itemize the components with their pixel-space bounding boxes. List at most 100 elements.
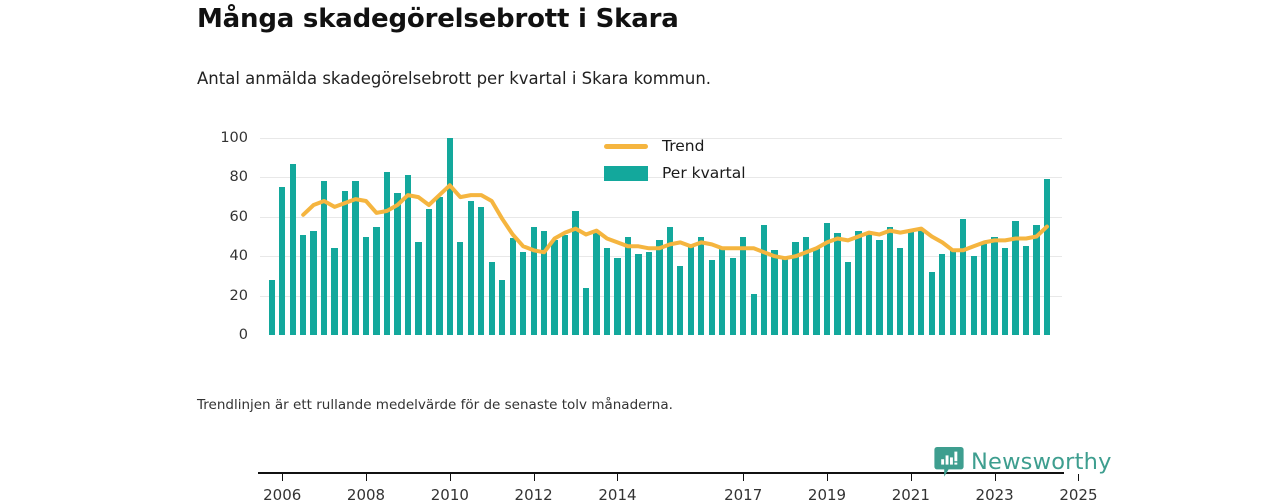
bar[interactable] [656,240,663,335]
bar[interactable] [478,206,485,335]
bar[interactable] [362,236,370,335]
y-axis-tick-label: 20 [229,287,248,304]
bar[interactable] [320,181,328,335]
bar[interactable] [771,250,778,335]
bar[interactable] [855,230,862,335]
bar[interactable] [719,248,726,335]
brand-name: Newsworthy [971,449,1112,475]
bar[interactable] [593,232,600,335]
x-axis-tick-mark [1078,474,1080,481]
x-axis-tick-mark [449,474,451,481]
legend-item-bars[interactable]: Per kvartal [604,160,746,186]
bar[interactable] [740,236,747,335]
bar[interactable] [991,236,998,335]
bar[interactable] [677,266,684,335]
bar[interactable] [373,226,380,335]
x-axis-tick-label: 2019 [807,486,847,504]
bar[interactable] [425,208,433,335]
bar[interactable] [813,248,820,335]
bar[interactable] [729,258,736,335]
bar[interactable] [865,232,873,335]
bar[interactable] [268,279,275,335]
x-axis-tick-mark [533,474,535,481]
bar[interactable] [1001,248,1009,335]
bar[interactable] [551,240,558,335]
bar[interactable] [499,279,506,335]
gridline [260,216,1062,218]
bar[interactable] [939,254,946,335]
bar[interactable] [687,244,694,335]
bar[interactable] [383,171,391,335]
bar[interactable] [1033,224,1040,335]
bar[interactable] [792,242,799,335]
bar[interactable] [897,248,904,335]
bar[interactable] [708,260,715,335]
bar[interactable] [289,163,296,335]
legend-label-bars: Per kvartal [662,164,746,182]
chart-legend: Trend Per kvartal [604,133,746,187]
bar[interactable] [761,224,768,335]
bar[interactable] [509,238,516,335]
bar[interactable] [488,262,495,335]
bar[interactable] [666,226,673,335]
bar[interactable] [352,181,359,335]
bar[interactable] [624,236,632,335]
bar[interactable] [981,242,988,335]
bar[interactable] [310,230,317,335]
bar[interactable] [635,254,642,335]
x-axis-tick-mark [910,474,912,481]
x-axis-tick-mark [282,474,284,481]
bar[interactable] [698,236,705,335]
bar[interactable] [394,193,401,335]
bar[interactable] [823,222,831,335]
bar[interactable] [520,252,527,335]
x-axis-tick-mark [827,474,828,481]
bar[interactable] [457,242,464,335]
gridline [260,138,1062,139]
bar[interactable] [949,250,956,335]
x-axis-tick-label: 2008 [346,486,386,504]
bar[interactable] [1043,179,1051,335]
y-axis-tick-label: 100 [220,130,248,146]
bar[interactable] [876,240,883,335]
x-axis-tick-label: 2014 [598,486,637,504]
bar[interactable] [446,138,453,335]
bar[interactable] [614,258,621,335]
bar[interactable] [572,210,579,335]
bar[interactable] [928,271,935,335]
bar[interactable] [603,248,611,335]
bar[interactable] [404,175,412,335]
bar[interactable] [645,252,653,335]
bar[interactable] [907,228,914,335]
speech-bubble-bar-chart-icon [934,446,964,478]
bar[interactable] [781,258,789,335]
bar[interactable] [802,236,810,335]
bar[interactable] [530,226,537,335]
bar[interactable] [582,287,590,335]
bar[interactable] [331,248,338,335]
x-axis-tick-label: 2017 [724,486,763,504]
bar[interactable] [279,187,286,335]
bar[interactable] [300,234,307,335]
bar[interactable] [834,232,841,335]
bar[interactable] [886,226,893,335]
bar[interactable] [436,197,443,335]
bar[interactable] [341,191,349,335]
bar[interactable] [750,293,757,335]
bar[interactable] [1022,246,1030,335]
bar[interactable] [1012,220,1019,335]
newsworthy-logo[interactable]: Newsworthy [934,446,1112,478]
bar[interactable] [844,262,852,335]
chart-bars [260,138,1062,335]
legend-item-trend[interactable]: Trend [604,133,746,159]
bar[interactable] [960,218,967,335]
chart-footnote: Trendlinjen är ett rullande medelvärde f… [197,397,673,413]
bar[interactable] [415,242,422,335]
bar[interactable] [561,234,569,335]
bar[interactable] [540,230,548,335]
bar[interactable] [918,228,925,335]
bar[interactable] [970,256,977,335]
bar[interactable] [467,201,474,335]
x-axis [258,472,1064,474]
x-axis-tick-label: 2010 [430,486,469,504]
